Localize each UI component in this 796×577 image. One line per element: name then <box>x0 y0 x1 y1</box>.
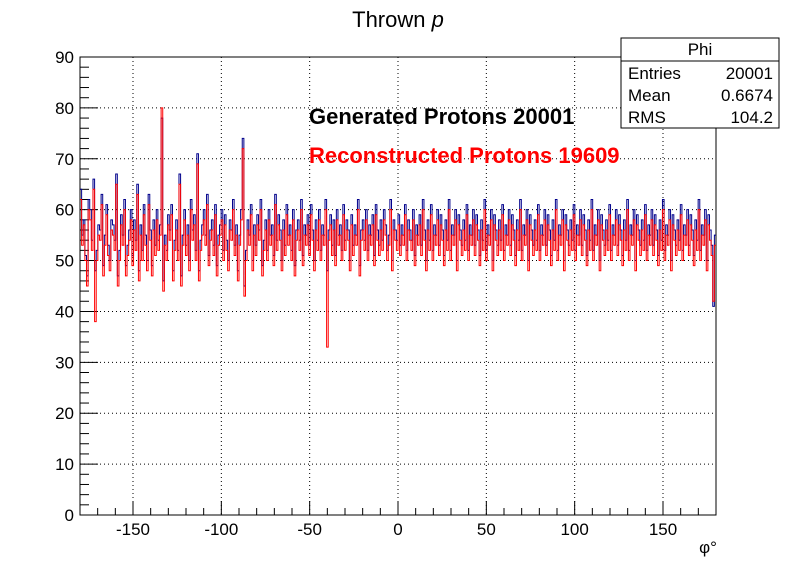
stats-box: Phi Entries 20001 Mean 0.6674 RMS 104.2 <box>620 37 780 129</box>
y-tick-label: 60 <box>55 201 74 220</box>
y-tick-label: 90 <box>55 48 74 67</box>
x-tick-label: 150 <box>649 520 677 539</box>
stats-title: Phi <box>688 40 713 59</box>
y-tick-label: 20 <box>55 404 74 423</box>
stats-label-entries: Entries <box>628 64 681 83</box>
annotation-generated: Generated Protons 20001 <box>309 104 574 129</box>
stats-value-entries: 20001 <box>726 64 773 83</box>
y-tick-label: 40 <box>55 302 74 321</box>
y-tick-label: 30 <box>55 353 74 372</box>
stats-value-rms: 104.2 <box>730 108 773 127</box>
y-tick-label: 80 <box>55 99 74 118</box>
stats-value-mean: 0.6674 <box>721 86 773 105</box>
x-tick-label: -50 <box>297 520 322 539</box>
x-tick-label: 100 <box>560 520 588 539</box>
grid <box>80 57 716 515</box>
x-axis-label: φ° <box>699 538 717 557</box>
x-tick-label: -150 <box>116 520 150 539</box>
stats-label-mean: Mean <box>628 86 671 105</box>
y-tick-label: 70 <box>55 150 74 169</box>
series-layer <box>80 107 716 348</box>
x-tick-label: 50 <box>477 520 496 539</box>
y-tick-label: 50 <box>55 252 74 271</box>
annotation-reconstructed: Reconstructed Protons 19609 <box>309 143 620 168</box>
y-tick-label: 0 <box>65 506 74 525</box>
y-tick-label: 10 <box>55 455 74 474</box>
chart-title: Thrown p <box>352 7 444 32</box>
x-tick-label: 0 <box>393 520 402 539</box>
axis-ticks: -150 -100 -50 0 50 100 150 0 10 20 30 40 50 60 70 80 90 <box>55 48 699 539</box>
x-tick-label: -100 <box>204 520 238 539</box>
series-reconstructed-line <box>80 107 716 348</box>
stats-label-rms: RMS <box>628 108 666 127</box>
